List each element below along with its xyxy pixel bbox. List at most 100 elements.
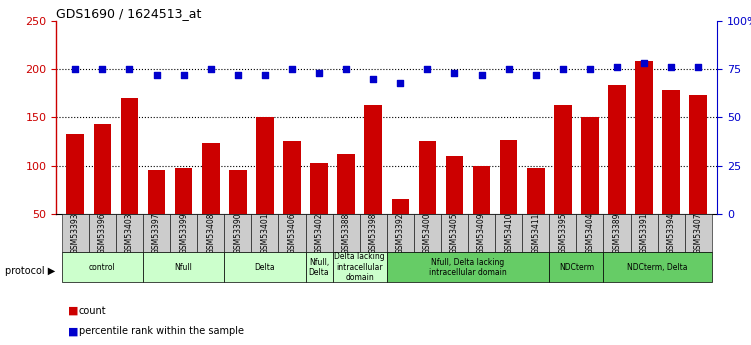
Text: percentile rank within the sample: percentile rank within the sample	[79, 326, 244, 336]
Point	[638, 60, 650, 66]
Point	[69, 66, 81, 72]
Bar	[175, 168, 192, 262]
Point	[394, 80, 406, 85]
Text: ■: ■	[68, 306, 78, 315]
Point	[692, 64, 704, 70]
FancyBboxPatch shape	[549, 214, 576, 252]
Text: GSM53403: GSM53403	[125, 212, 134, 254]
FancyBboxPatch shape	[143, 253, 225, 282]
Point	[556, 66, 569, 72]
Bar	[581, 117, 599, 262]
Text: GSM53410: GSM53410	[504, 212, 513, 254]
FancyBboxPatch shape	[604, 214, 631, 252]
Point	[502, 66, 514, 72]
Text: GSM53392: GSM53392	[396, 212, 405, 254]
FancyBboxPatch shape	[170, 214, 198, 252]
FancyBboxPatch shape	[306, 253, 333, 282]
FancyBboxPatch shape	[225, 214, 252, 252]
Text: Nfull,
Delta: Nfull, Delta	[309, 258, 330, 277]
Point	[205, 66, 217, 72]
Text: GSM53388: GSM53388	[342, 212, 351, 254]
Text: GSM53390: GSM53390	[234, 212, 243, 254]
Point	[123, 66, 135, 72]
Bar	[391, 199, 409, 262]
Text: count: count	[79, 306, 107, 315]
Text: GSM53404: GSM53404	[585, 212, 594, 254]
Text: GSM53397: GSM53397	[152, 212, 161, 254]
FancyBboxPatch shape	[658, 214, 685, 252]
Text: Delta: Delta	[255, 263, 275, 272]
Text: GSM53400: GSM53400	[423, 212, 432, 254]
Bar	[473, 166, 490, 262]
Bar	[337, 154, 355, 262]
Text: GSM53393: GSM53393	[71, 212, 80, 254]
Text: GSM53395: GSM53395	[558, 212, 567, 254]
Point	[584, 66, 596, 72]
Bar	[500, 139, 517, 262]
FancyBboxPatch shape	[495, 214, 522, 252]
Bar	[148, 170, 165, 262]
FancyBboxPatch shape	[225, 253, 306, 282]
FancyBboxPatch shape	[143, 214, 170, 252]
Text: GDS1690 / 1624513_at: GDS1690 / 1624513_at	[56, 7, 202, 20]
FancyBboxPatch shape	[631, 214, 658, 252]
Text: GSM53401: GSM53401	[261, 212, 270, 254]
Point	[313, 70, 325, 76]
FancyBboxPatch shape	[252, 214, 279, 252]
Bar	[635, 61, 653, 262]
Bar	[608, 86, 626, 262]
Text: GSM53409: GSM53409	[477, 212, 486, 254]
Text: GSM53411: GSM53411	[531, 212, 540, 254]
Point	[232, 72, 244, 78]
FancyBboxPatch shape	[62, 214, 89, 252]
FancyBboxPatch shape	[333, 253, 387, 282]
Point	[475, 72, 487, 78]
Point	[448, 70, 460, 76]
FancyBboxPatch shape	[333, 214, 360, 252]
Point	[259, 72, 271, 78]
FancyBboxPatch shape	[387, 253, 549, 282]
FancyBboxPatch shape	[360, 214, 387, 252]
Point	[340, 66, 352, 72]
Point	[96, 66, 108, 72]
Text: Delta lacking
intracellular
domain: Delta lacking intracellular domain	[334, 253, 385, 282]
Text: GSM53408: GSM53408	[207, 212, 216, 254]
Bar	[364, 105, 382, 262]
Text: GSM53405: GSM53405	[450, 212, 459, 254]
FancyBboxPatch shape	[89, 214, 116, 252]
Text: Nfull, Delta lacking
intracellular domain: Nfull, Delta lacking intracellular domai…	[429, 258, 507, 277]
Bar	[310, 163, 328, 262]
Text: GSM53394: GSM53394	[667, 212, 676, 254]
Bar	[445, 156, 463, 262]
Text: NDCterm: NDCterm	[559, 263, 594, 272]
FancyBboxPatch shape	[522, 214, 549, 252]
Text: GSM53399: GSM53399	[179, 212, 189, 254]
Point	[286, 66, 298, 72]
Text: GSM53391: GSM53391	[640, 212, 649, 254]
FancyBboxPatch shape	[279, 214, 306, 252]
Bar	[689, 95, 707, 262]
Bar	[283, 141, 300, 262]
Bar	[94, 124, 111, 262]
FancyBboxPatch shape	[116, 214, 143, 252]
FancyBboxPatch shape	[306, 214, 333, 252]
Bar	[67, 134, 84, 262]
Text: GSM53407: GSM53407	[694, 212, 703, 254]
Point	[665, 64, 677, 70]
FancyBboxPatch shape	[549, 253, 604, 282]
Text: ■: ■	[68, 326, 78, 336]
Bar	[229, 170, 246, 262]
Text: GSM53396: GSM53396	[98, 212, 107, 254]
Bar	[256, 117, 273, 262]
Point	[150, 72, 162, 78]
Point	[611, 64, 623, 70]
Text: GSM53406: GSM53406	[288, 212, 297, 254]
Text: GSM53402: GSM53402	[315, 212, 324, 254]
FancyBboxPatch shape	[387, 214, 414, 252]
Bar	[662, 90, 680, 262]
Text: GSM53389: GSM53389	[613, 212, 622, 254]
Bar	[418, 141, 436, 262]
FancyBboxPatch shape	[685, 214, 712, 252]
Point	[529, 72, 541, 78]
Bar	[527, 168, 544, 262]
